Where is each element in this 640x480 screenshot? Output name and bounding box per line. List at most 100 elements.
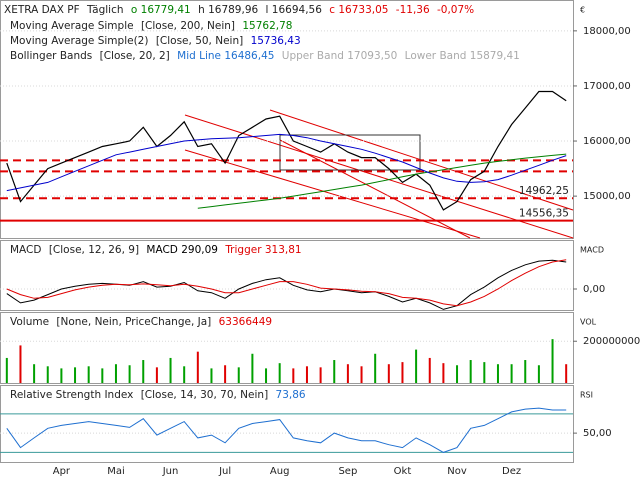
legend-name: Relative Strength Index	[10, 389, 133, 401]
volume-bar	[537, 365, 540, 383]
change-pct: -0,07%	[437, 4, 474, 16]
volume-bar	[142, 360, 145, 383]
legend-params: [None, Nein, PriceChange, Ja]	[56, 316, 211, 328]
y-tick-label: 50,00	[583, 428, 612, 439]
level-label: 14556,35	[519, 208, 569, 220]
period: Täglich	[86, 4, 124, 16]
volume-bar	[374, 353, 377, 383]
volume-bar	[387, 364, 390, 383]
header-quote: XETRA DAX PF Täglich o 16779,41 h 16789,…	[4, 4, 474, 16]
x-tick-label: Apr	[53, 466, 71, 477]
volume-bar	[346, 364, 349, 383]
range-box	[279, 134, 421, 171]
legend-params: [Close, 14, 30, 70, Nein]	[141, 389, 268, 401]
legend-name: MACD	[10, 244, 41, 256]
macd-legend: MACD [Close, 12, 26, 9] MACD 290,09 Trig…	[10, 244, 302, 256]
legend-value: Trigger 313,81	[224, 244, 301, 256]
legend-bollinger: Bollinger Bands [Close, 20, 2] Mid Line …	[10, 50, 520, 62]
legend-ma50: Moving Average Simple(2) [Close, 50, Nei…	[10, 35, 301, 47]
legend-value: 15736,43	[251, 35, 301, 47]
volume-bar	[183, 366, 186, 383]
volume-bar	[60, 368, 63, 383]
x-tick-label: Sep	[338, 466, 357, 477]
y-tick-label: 0,00	[583, 284, 605, 295]
legend-value: 73,86	[276, 389, 306, 401]
legend-name: Bollinger Bands	[10, 50, 92, 62]
volume-bar	[510, 364, 513, 383]
mid-line: Mid Line 16486,45	[177, 50, 274, 62]
currency: €	[580, 6, 585, 15]
volume-bar	[456, 365, 459, 383]
volume-bar	[360, 366, 363, 383]
volume-bar	[428, 357, 431, 383]
volume-bar	[496, 364, 499, 383]
volume-bar	[5, 357, 8, 383]
level-label: 14962,25	[519, 185, 569, 197]
volume-bar	[114, 364, 117, 383]
upper-band: Upper Band 17093,50	[282, 50, 398, 62]
legend-value: 63366449	[219, 316, 272, 328]
low: l 16694,56	[266, 4, 323, 16]
volume-bar	[169, 357, 172, 383]
lower-band: Lower Band 15879,41	[405, 50, 520, 62]
legend-name: Moving Average Simple(2)	[10, 35, 148, 47]
volume-bar	[469, 360, 472, 383]
volume-bar	[210, 368, 213, 383]
volume-bar	[565, 364, 568, 383]
y-tick-label: 17000,00	[583, 81, 631, 92]
series-line	[197, 153, 567, 209]
volume-bar	[319, 367, 322, 383]
volume-bar	[46, 366, 49, 383]
legend-params: [Close, 200, Nein]	[141, 20, 235, 32]
legend-name: Volume	[10, 316, 49, 328]
legend-params: [Close, 50, Nein]	[156, 35, 243, 47]
open: o 16779,41	[131, 4, 191, 16]
volume-bar	[237, 367, 240, 383]
instrument-name: XETRA DAX PF	[4, 4, 80, 16]
y-tick-label: 200000000	[583, 336, 640, 347]
volume-bar	[87, 366, 90, 383]
series-line	[6, 407, 567, 453]
volume-bar	[155, 367, 158, 383]
legend-value: 15762,78	[242, 20, 292, 32]
legend-name: Moving Average Simple	[10, 20, 134, 32]
y-tick-label: 16000,00	[583, 136, 631, 147]
high: h 16789,96	[198, 4, 258, 16]
x-tick-label: Mai	[107, 466, 125, 477]
legend-params: [Close, 12, 26, 9]	[49, 244, 139, 256]
x-tick-label: Jul	[218, 466, 231, 477]
volume-bar	[551, 339, 554, 383]
volume-bar	[278, 363, 281, 383]
volume-bar	[74, 367, 77, 383]
volume-bar	[442, 363, 445, 383]
volume-legend: Volume [None, Nein, PriceChange, Ja] 633…	[10, 316, 272, 328]
x-tick-label: Aug	[270, 466, 290, 477]
volume-bar	[415, 349, 418, 383]
close: c 16733,05	[329, 4, 388, 16]
axis-name: VOL	[580, 318, 597, 327]
x-tick-label: Jun	[162, 466, 179, 477]
volume-bar	[251, 353, 254, 383]
volume-bar	[333, 360, 336, 383]
volume-bar	[401, 362, 404, 383]
volume-bar	[292, 368, 295, 383]
volume-bar	[196, 351, 199, 383]
rsi-legend: Relative Strength Index [Close, 14, 30, …	[10, 389, 306, 401]
axis-name: MACD	[580, 246, 604, 255]
y-tick-label: 18000,00	[583, 26, 631, 37]
volume-bar	[19, 345, 22, 383]
volume-bar	[33, 364, 36, 383]
x-tick-label: Nov	[447, 466, 467, 477]
volume-bar	[101, 368, 104, 383]
volume-bar	[265, 368, 268, 383]
y-tick-label: 15000,00	[583, 191, 631, 202]
volume-bar	[524, 360, 527, 383]
legend-value: MACD 290,09	[146, 244, 218, 256]
legend-params: [Close, 20, 2]	[100, 50, 170, 62]
volume-bar	[483, 362, 486, 383]
axis-name: RSI	[580, 391, 593, 400]
volume-bar	[128, 365, 131, 383]
legend-ma200: Moving Average Simple [Close, 200, Nein]…	[10, 20, 292, 32]
volume-bar	[224, 365, 227, 383]
